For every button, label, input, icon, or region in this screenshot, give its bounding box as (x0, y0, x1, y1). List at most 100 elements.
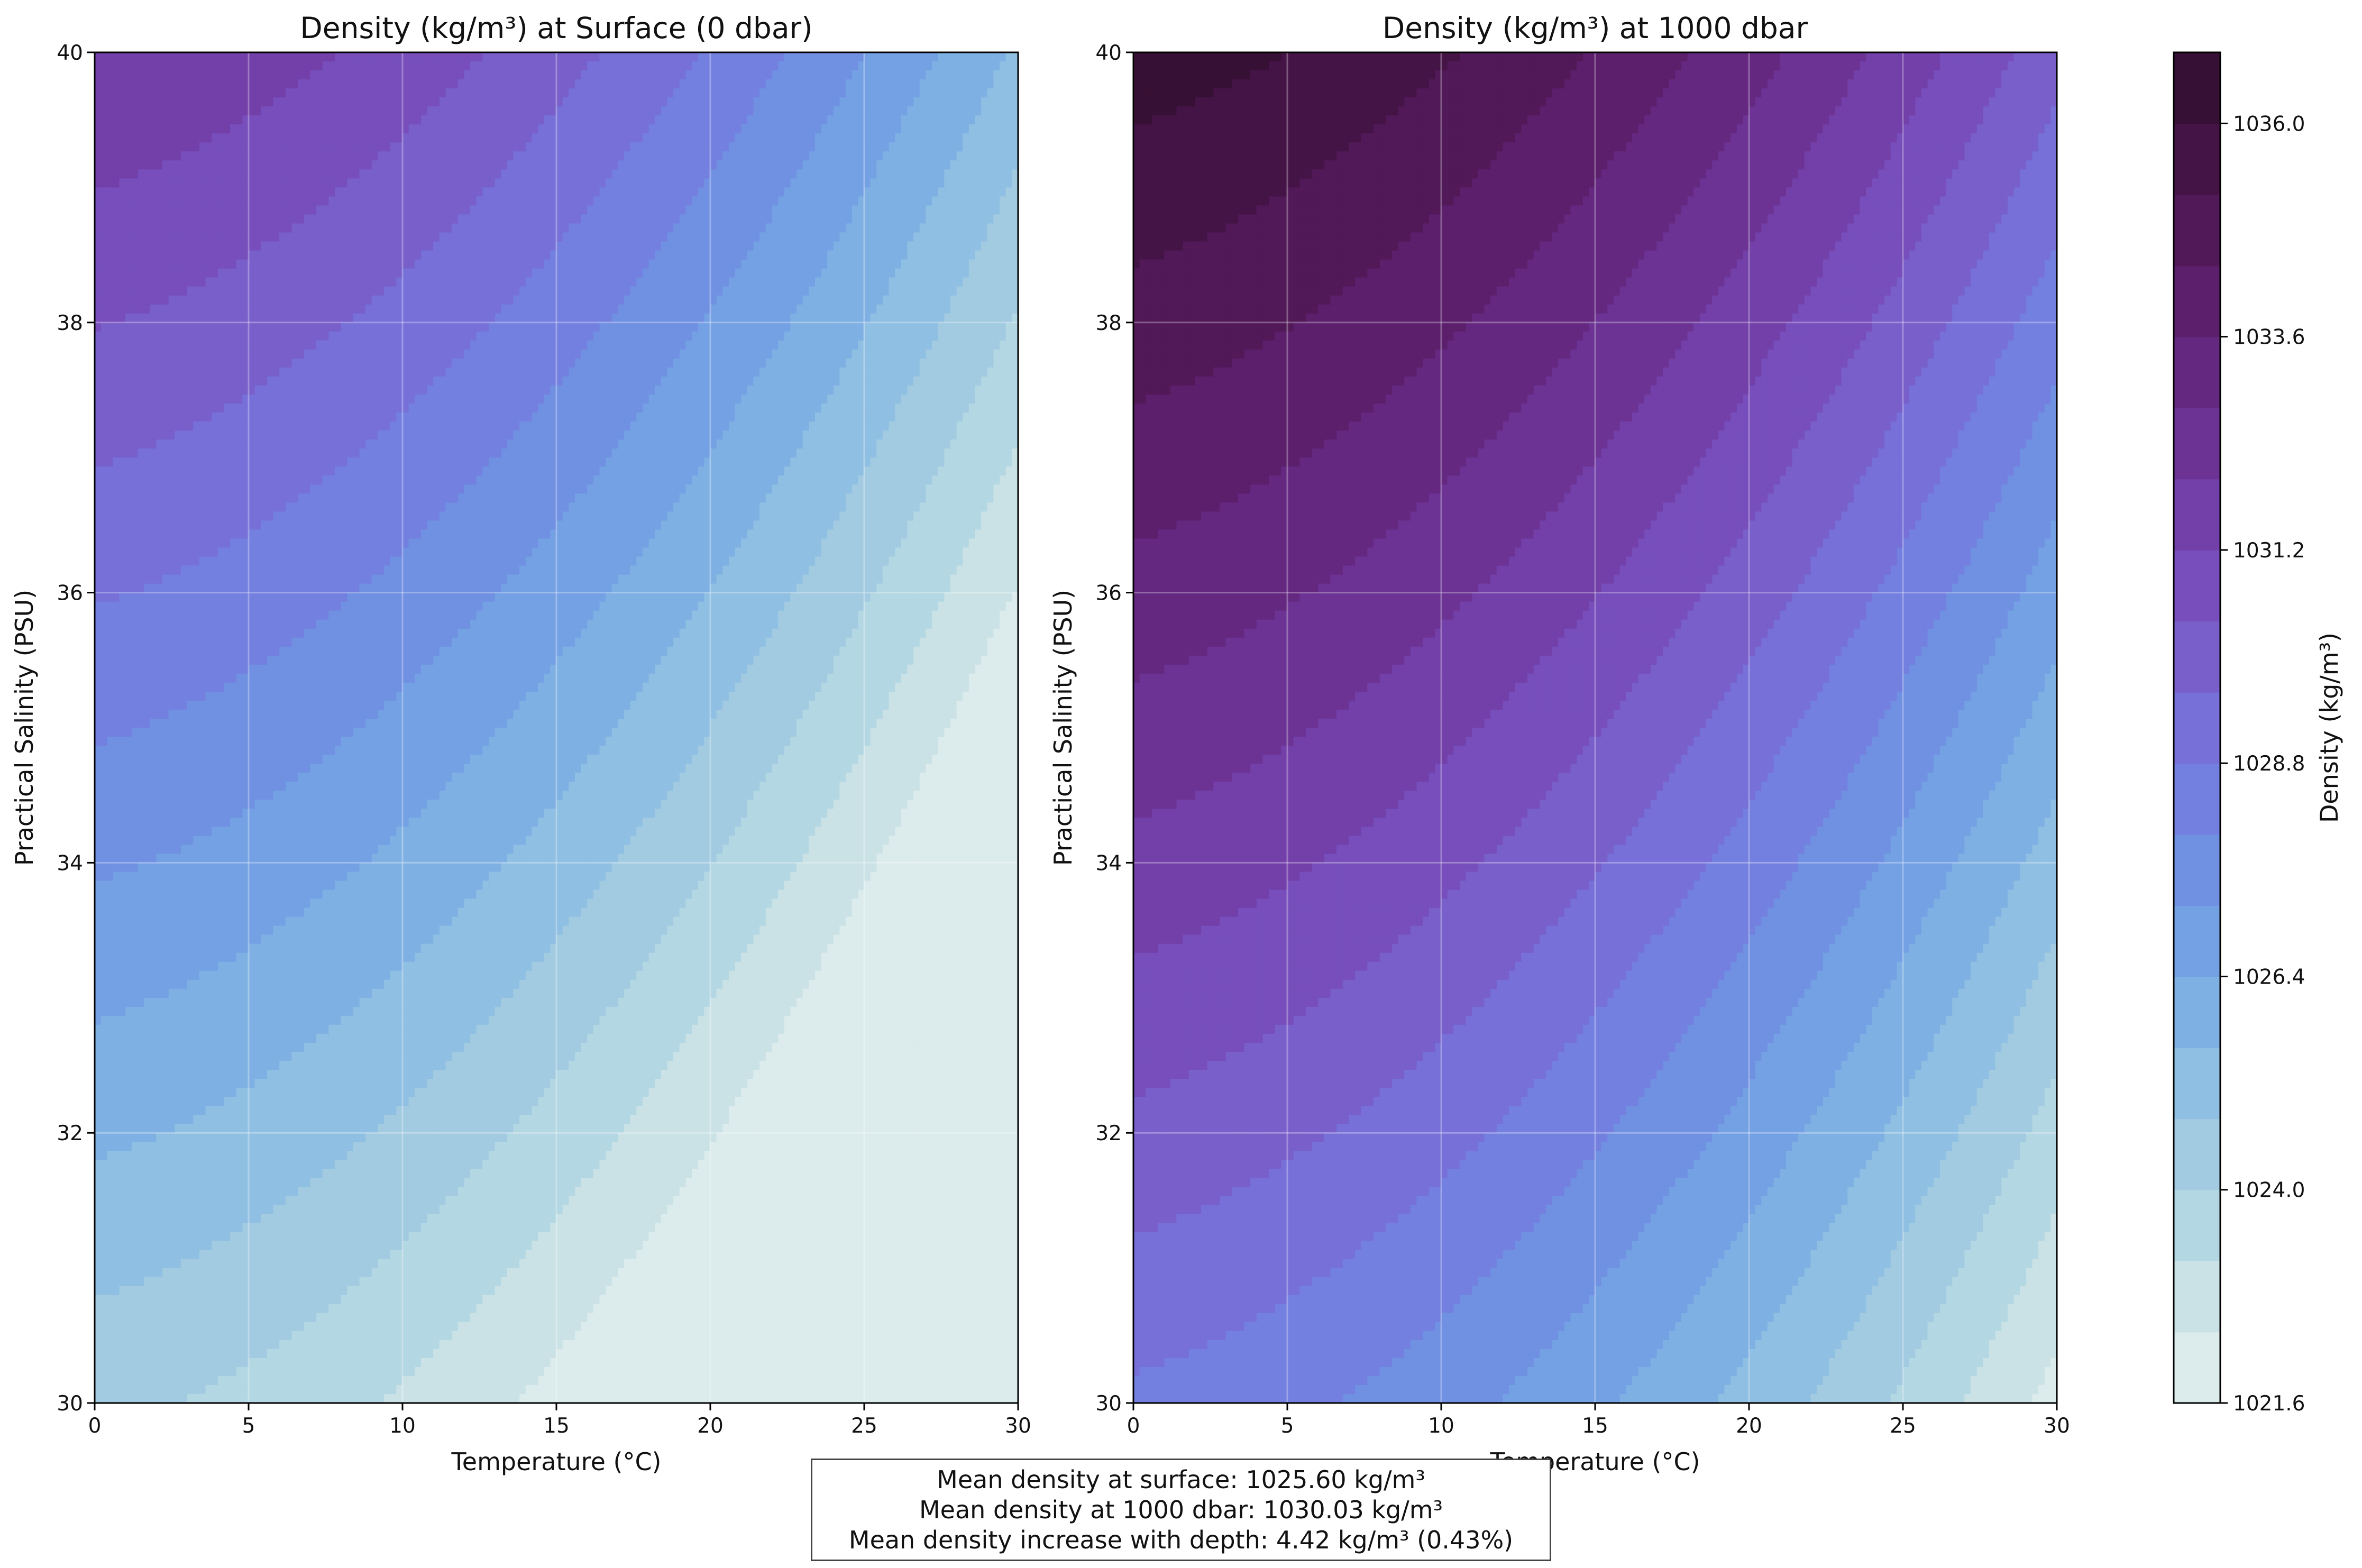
surface-contour-cell (273, 277, 280, 287)
surface-contour-cell (230, 737, 237, 746)
surface-contour-cell (236, 1097, 243, 1106)
surface-contour-cell (236, 385, 243, 395)
surface-contour-cell (230, 404, 237, 413)
surface-contour-cell (291, 187, 298, 197)
surface-contour-cell (150, 809, 157, 819)
surface-contour-cell (205, 907, 212, 918)
surface-contour-cell (242, 1322, 249, 1332)
surface-contour-cell (217, 1015, 225, 1025)
surface-contour-cell (261, 88, 268, 98)
surface-contour-cell (113, 70, 120, 80)
surface-contour-cell (199, 728, 206, 737)
surface-contour-cell (95, 1142, 102, 1152)
surface-contour-cell (230, 673, 237, 683)
surface-contour-cell (187, 791, 194, 801)
surface-contour-cell (180, 1015, 188, 1025)
surface-contour-cell (254, 142, 262, 152)
surface-contour-cell (95, 845, 102, 855)
surface-contour-cell (212, 1151, 218, 1161)
surface-contour-cell (224, 493, 231, 503)
surface-contour-cell (119, 520, 126, 530)
surface-contour-cell (205, 115, 212, 125)
surface-contour-cell (236, 52, 243, 62)
surface-contour-cell (125, 1313, 132, 1323)
surface-contour-cell (217, 700, 225, 710)
surface-contour-cell (100, 142, 108, 152)
surface-contour-cell (180, 151, 188, 161)
surface-contour-cell (205, 151, 212, 161)
surface-contour-cell (242, 916, 249, 927)
surface-contour-cell (150, 1349, 157, 1359)
surface-contour-cell (144, 737, 151, 746)
surface-contour-cell (249, 1079, 255, 1088)
surface-contour-cell (224, 322, 231, 332)
surface-contour-cell (230, 961, 237, 971)
surface-contour-cell (150, 755, 157, 764)
surface-contour-cell (95, 1196, 102, 1206)
surface-contour-cell (144, 1097, 151, 1106)
surface-contour-cell (217, 1313, 225, 1323)
surface-contour-cell (156, 1079, 163, 1088)
surface-contour-cell (193, 782, 200, 791)
surface-contour-cell (119, 124, 126, 134)
surface-contour-cell (236, 412, 243, 422)
surface-contour-cell (131, 160, 139, 170)
surface-contour-cell (285, 1151, 292, 1161)
surface-contour-cell (125, 1358, 132, 1368)
surface-contour-cell (199, 1349, 206, 1359)
surface-contour-cell (249, 457, 255, 467)
surface-contour-cell (273, 1097, 280, 1106)
surface-contour-cell (273, 502, 280, 512)
surface-contour-cell (150, 349, 157, 359)
surface-contour-cell (95, 1042, 102, 1052)
surface-contour-cell (285, 79, 292, 89)
surface-contour-cell (119, 1187, 126, 1197)
surface-contour-cell (95, 448, 102, 458)
surface-contour-cell (175, 1088, 181, 1097)
surface-contour-cell (254, 755, 262, 764)
surface-contour-cell (150, 691, 157, 701)
surface-contour-cell (162, 1079, 169, 1088)
surface-contour-cell (273, 511, 280, 521)
surface-contour-cell (254, 421, 262, 431)
surface-contour-cell (175, 943, 181, 953)
surface-contour-cell (230, 952, 237, 962)
surface-contour-cell (162, 691, 169, 701)
surface-contour-cell (187, 1015, 194, 1025)
surface-contour-cell (236, 214, 243, 224)
surface-contour-cell (285, 1241, 292, 1251)
surface-contour-cell (168, 358, 176, 368)
surface-contour-cell (107, 304, 114, 314)
surface-contour-cell (285, 358, 292, 368)
surface-contour-cell (107, 1376, 114, 1386)
surface-contour-cell (100, 124, 108, 134)
surface-contour-cell (125, 367, 132, 377)
surface-contour-cell (261, 809, 268, 819)
surface-contour-cell (236, 511, 243, 521)
surface-contour-cell (107, 1205, 114, 1215)
surface-contour-cell (193, 1033, 200, 1043)
surface-contour-cell (193, 619, 200, 629)
surface-contour-cell (138, 313, 144, 323)
surface-contour-cell (168, 376, 176, 386)
surface-contour-cell (199, 890, 206, 900)
surface-contour-cell (138, 1088, 144, 1097)
surface-contour-cell (125, 502, 132, 512)
surface-contour-cell (224, 1277, 231, 1287)
surface-contour-cell (291, 1295, 298, 1305)
surface-contour-cell (273, 466, 280, 476)
surface-contour-cell (224, 358, 231, 368)
surface-contour-cell (273, 1106, 280, 1115)
surface-contour-cell (273, 791, 280, 801)
surface-contour-cell (212, 88, 218, 98)
surface-contour-cell (224, 997, 231, 1007)
surface-contour-cell (168, 628, 176, 638)
surface-contour-cell (113, 628, 120, 638)
surface-contour-cell (162, 322, 169, 332)
surface-contour-cell (150, 619, 157, 629)
surface-contour-cell (242, 637, 249, 647)
surface-contour-cell (242, 97, 249, 107)
surface-contour-cell (107, 907, 114, 918)
surface-contour-cell (236, 709, 243, 719)
surface-contour-cell (180, 349, 188, 359)
